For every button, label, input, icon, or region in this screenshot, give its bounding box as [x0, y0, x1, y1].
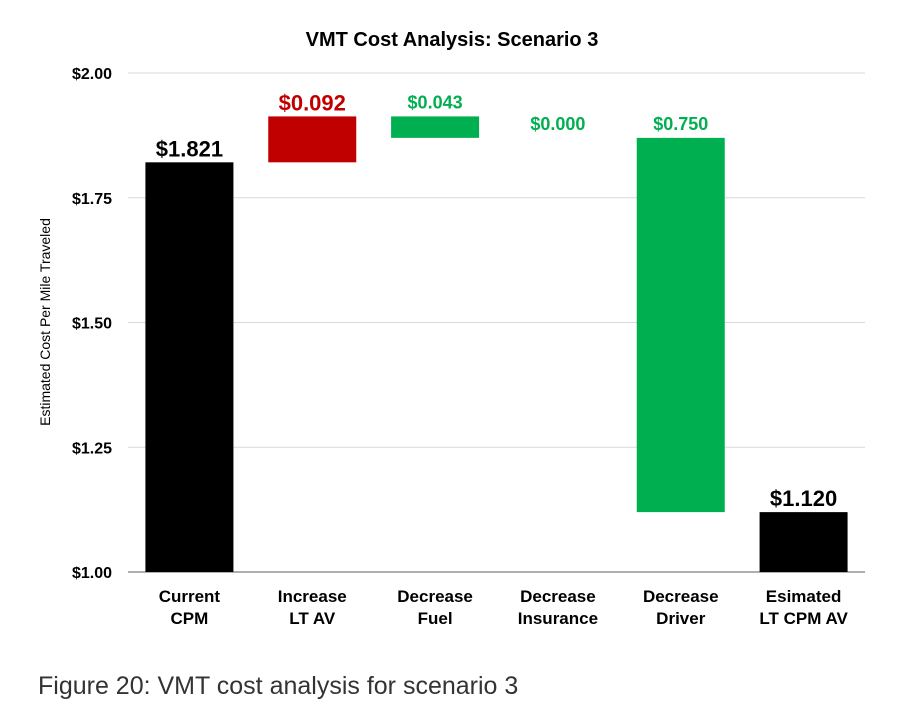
x-axis-ticks: Current CPM Increase LT AV Decrease Fuel Decre…	[159, 587, 849, 628]
x-tick-label: Esimated	[766, 587, 842, 606]
data-label: $0.750	[653, 114, 708, 134]
data-label: $0.000	[530, 114, 585, 134]
data-labels: $1.821 $0.092 $0.043 $0.000 $0.750 $1.120	[156, 90, 837, 511]
x-tick-label: Increase	[278, 587, 347, 606]
y-tick-label: $1.50	[72, 316, 112, 333]
y-tick-label: $1.75	[72, 191, 112, 208]
bar	[268, 116, 357, 163]
y-tick-label: $1.00	[72, 565, 112, 582]
x-tick-label: LT CPM AV	[759, 609, 848, 628]
y-axis-label: Estimated Cost Per Mile Traveled	[37, 218, 53, 426]
data-label: $1.821	[156, 136, 223, 161]
x-tick-label: LT AV	[289, 609, 336, 628]
x-tick-label: Decrease	[520, 587, 596, 606]
x-tick-label: Fuel	[418, 609, 453, 628]
chart-title: VMT Cost Analysis: Scenario 3	[306, 29, 599, 51]
x-tick-label: Driver	[656, 609, 706, 628]
x-tick-label: CPM	[171, 609, 209, 628]
x-tick-label: Decrease	[397, 587, 473, 606]
y-axis-ticks: $1.00 $1.25 $1.50 $1.75 $2.00	[72, 66, 112, 582]
gridlines	[128, 72, 865, 573]
bar	[636, 137, 725, 513]
bar	[759, 512, 848, 572]
x-tick-label: Decrease	[643, 587, 719, 606]
x-tick-label: Insurance	[518, 609, 598, 628]
bar	[391, 116, 480, 138]
x-tick-label: Current	[159, 587, 221, 606]
bar	[145, 162, 234, 573]
y-tick-label: $1.25	[72, 440, 112, 457]
figure-caption: Figure 20: VMT cost analysis for scenari…	[38, 672, 519, 700]
data-label: $0.043	[408, 92, 463, 112]
data-label: $0.092	[279, 90, 346, 115]
data-label: $1.120	[770, 486, 837, 511]
bars	[145, 116, 848, 573]
y-tick-label: $2.00	[72, 66, 112, 83]
waterfall-chart: VMT Cost Analysis: Scenario 3 $1.00 $1.25…	[37, 29, 865, 628]
